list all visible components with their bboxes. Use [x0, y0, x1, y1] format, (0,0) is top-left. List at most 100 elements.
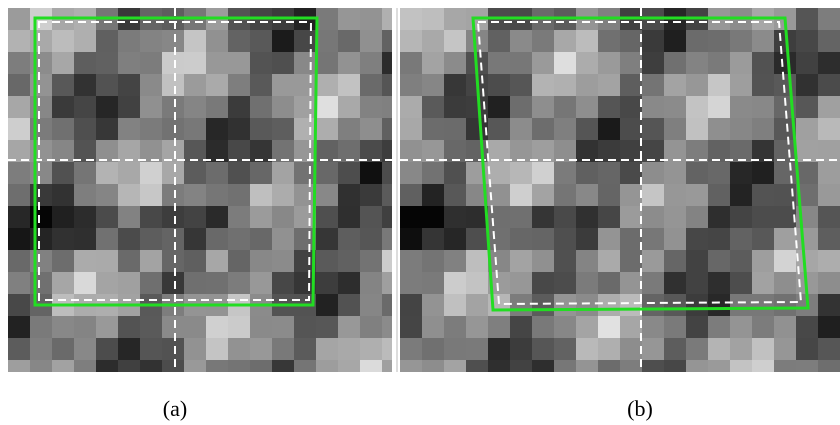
pixel: [206, 184, 228, 206]
pixel: [466, 316, 488, 338]
pixel: [294, 162, 316, 184]
pixel: [8, 74, 30, 96]
pixel: [8, 228, 30, 250]
pixel: [184, 118, 206, 140]
pixel: [316, 206, 338, 228]
pixel: [598, 118, 620, 140]
pixel: [184, 272, 206, 294]
pixel: [96, 316, 118, 338]
pixel: [620, 184, 642, 206]
pixel: [250, 30, 272, 52]
pixel: [620, 228, 642, 250]
pixel: [338, 294, 360, 316]
pixel: [708, 316, 730, 338]
pixel: [184, 338, 206, 360]
pixel: [422, 96, 444, 118]
pixel: [52, 338, 74, 360]
pixel: [818, 250, 840, 272]
pixel: [184, 52, 206, 74]
pixel: [422, 250, 444, 272]
pixel: [140, 30, 162, 52]
pixel: [554, 294, 576, 316]
pixel: [250, 250, 272, 272]
pixel: [184, 74, 206, 96]
pixel: [730, 96, 752, 118]
pixel: [554, 250, 576, 272]
pixel: [162, 316, 184, 338]
pixel: [74, 316, 96, 338]
pixel: [818, 74, 840, 96]
pixel: [360, 140, 382, 162]
pixel: [576, 30, 598, 52]
pixel: [382, 52, 392, 74]
pixel: [400, 250, 422, 272]
pixel: [118, 52, 140, 74]
pixel: [228, 360, 250, 372]
pixel: [642, 228, 664, 250]
pixel: [576, 162, 598, 184]
pixel: [796, 8, 818, 30]
pixel: [620, 140, 642, 162]
pixel: [444, 96, 466, 118]
pixel: [752, 30, 774, 52]
pixel: [162, 30, 184, 52]
pixel: [730, 338, 752, 360]
pixel: [294, 360, 316, 372]
pixel: [554, 52, 576, 74]
pixel: [510, 360, 532, 372]
pixel: [818, 184, 840, 206]
pixel: [96, 250, 118, 272]
pixel: [642, 338, 664, 360]
pixel: [730, 272, 752, 294]
pixel: [96, 184, 118, 206]
pixel: [96, 140, 118, 162]
pixel: [686, 52, 708, 74]
pixel: [8, 250, 30, 272]
pixel: [774, 338, 796, 360]
pixel: [8, 272, 30, 294]
pixel: [598, 228, 620, 250]
pixel: [708, 30, 730, 52]
pixel: [118, 140, 140, 162]
pixel: [96, 52, 118, 74]
pixel: [708, 52, 730, 74]
pixel: [360, 272, 382, 294]
pixel: [118, 74, 140, 96]
pixel: [510, 96, 532, 118]
pixel: [96, 206, 118, 228]
pixel: [686, 272, 708, 294]
pixel: [250, 206, 272, 228]
pixel: [8, 206, 30, 228]
pixel: [510, 140, 532, 162]
pixel: [620, 162, 642, 184]
pixel: [664, 74, 686, 96]
pixel: [620, 272, 642, 294]
pixel: [360, 228, 382, 250]
pixel: [206, 338, 228, 360]
pixel: [272, 250, 294, 272]
pixel: [686, 96, 708, 118]
pixel: [184, 30, 206, 52]
pixel: [74, 228, 96, 250]
pixel: [400, 118, 422, 140]
pixel: [360, 360, 382, 372]
pixel: [118, 250, 140, 272]
pixel: [400, 294, 422, 316]
pixel: [532, 272, 554, 294]
pixel: [360, 316, 382, 338]
pixel: [774, 52, 796, 74]
pixel: [532, 228, 554, 250]
pixel: [52, 228, 74, 250]
pixel: [708, 74, 730, 96]
pixel: [206, 96, 228, 118]
pixel: [118, 228, 140, 250]
pixel: [730, 74, 752, 96]
pixel: [338, 206, 360, 228]
pixel: [686, 118, 708, 140]
pixel: [184, 162, 206, 184]
pixel: [598, 272, 620, 294]
pixel: [642, 52, 664, 74]
pixel: [532, 96, 554, 118]
pixel: [422, 162, 444, 184]
pixel: [422, 74, 444, 96]
